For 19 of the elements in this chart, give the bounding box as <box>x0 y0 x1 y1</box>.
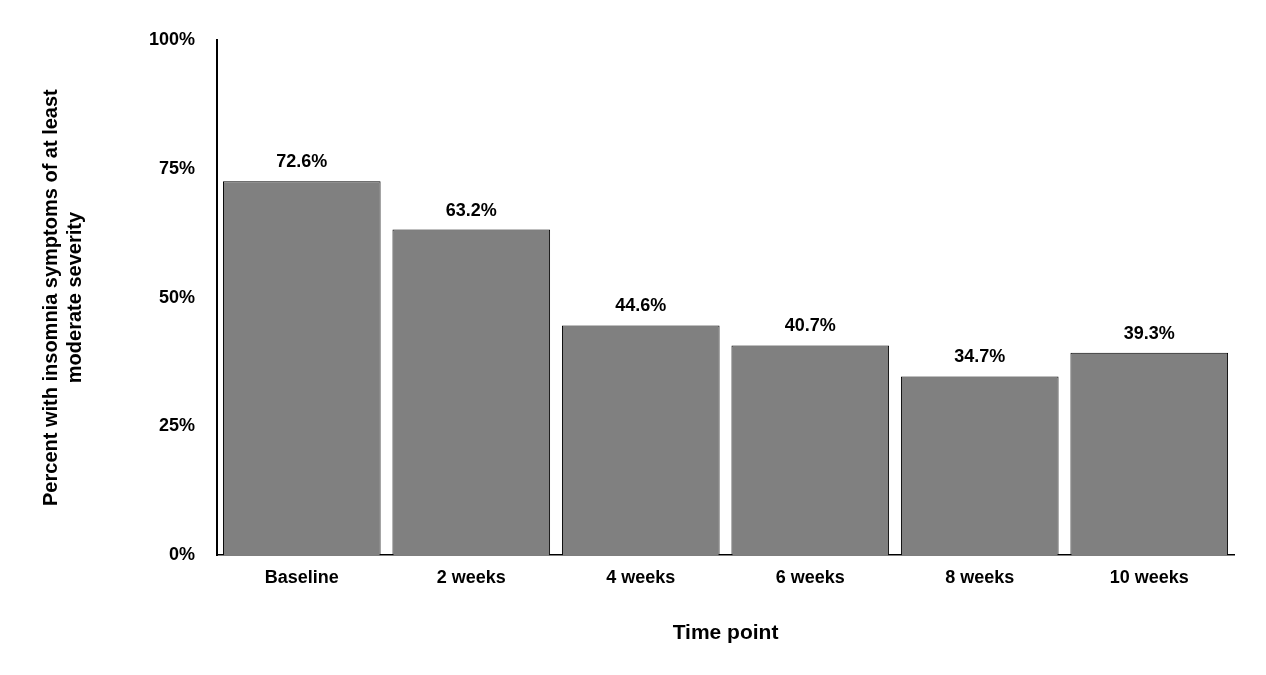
x-axis-title: Time point <box>672 620 779 644</box>
data-label: 63.2% <box>445 199 497 220</box>
y-tick-label: 75% <box>159 157 196 178</box>
x-tick-label: 6 weeks <box>775 566 845 587</box>
data-label: 72.6% <box>276 151 328 172</box>
data-label: 39.3% <box>1123 322 1175 343</box>
x-tick-label: 4 weeks <box>606 566 676 587</box>
data-label: 34.7% <box>954 346 1006 367</box>
y-axis-title: Percent with insomnia symptoms of at least moderate severity <box>38 88 85 506</box>
x-tick-label: 8 weeks <box>945 566 1015 587</box>
data-label: 44.6% <box>615 295 667 316</box>
data-label: 40.7% <box>784 315 836 336</box>
y-tick-label: 0% <box>169 544 196 565</box>
y-tick-label: 100% <box>148 28 196 49</box>
x-tick-label: 2 weeks <box>436 566 506 587</box>
x-tick-label: Baseline <box>264 566 339 587</box>
x-tick-label: 10 weeks <box>1109 566 1189 587</box>
y-tick-label: 25% <box>159 415 196 436</box>
y-tick-label: 50% <box>159 286 196 307</box>
